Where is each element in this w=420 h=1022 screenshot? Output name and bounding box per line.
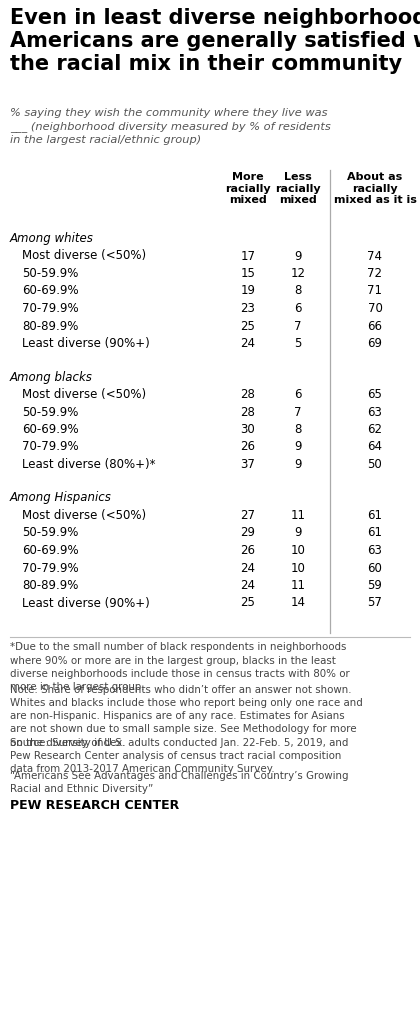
Text: 37: 37	[241, 458, 255, 471]
Text: 61: 61	[368, 526, 383, 540]
Text: 7: 7	[294, 406, 302, 418]
Text: 24: 24	[241, 561, 255, 574]
Text: 23: 23	[241, 301, 255, 315]
Text: 19: 19	[241, 284, 255, 297]
Text: About as
racially
mixed as it is: About as racially mixed as it is	[333, 172, 417, 205]
Text: 15: 15	[241, 267, 255, 280]
Text: 64: 64	[368, 440, 383, 454]
Text: 60-69.9%: 60-69.9%	[22, 544, 79, 557]
Text: 71: 71	[368, 284, 383, 297]
Text: 60: 60	[368, 561, 383, 574]
Text: 9: 9	[294, 526, 302, 540]
Text: 59: 59	[368, 579, 383, 592]
Text: 80-89.9%: 80-89.9%	[22, 320, 79, 332]
Text: 7: 7	[294, 320, 302, 332]
Text: 80-89.9%: 80-89.9%	[22, 579, 79, 592]
Text: 26: 26	[241, 440, 255, 454]
Text: Source: Survey of U.S. adults conducted Jan. 22-Feb. 5, 2019, and
Pew Research C: Source: Survey of U.S. adults conducted …	[10, 739, 348, 775]
Text: Among blacks: Among blacks	[10, 371, 93, 383]
Text: 60-69.9%: 60-69.9%	[22, 284, 79, 297]
Text: Note: Share of respondents who didn’t offer an answer not shown.
Whites and blac: Note: Share of respondents who didn’t of…	[10, 686, 363, 747]
Text: 14: 14	[291, 597, 305, 609]
Text: 26: 26	[241, 544, 255, 557]
Text: Most diverse (<50%): Most diverse (<50%)	[22, 388, 146, 401]
Text: 5: 5	[294, 337, 302, 350]
Text: 17: 17	[241, 249, 255, 263]
Text: 57: 57	[368, 597, 383, 609]
Text: 25: 25	[241, 320, 255, 332]
Text: Even in least diverse neighborhoods,
Americans are generally satisfied with
the : Even in least diverse neighborhoods, Ame…	[10, 8, 420, 75]
Text: Least diverse (90%+): Least diverse (90%+)	[22, 337, 150, 350]
Text: 50-59.9%: 50-59.9%	[22, 406, 79, 418]
Text: 61: 61	[368, 509, 383, 522]
Text: 9: 9	[294, 249, 302, 263]
Text: 10: 10	[291, 544, 305, 557]
Text: 9: 9	[294, 440, 302, 454]
Text: 8: 8	[294, 284, 302, 297]
Text: 63: 63	[368, 406, 383, 418]
Text: 60-69.9%: 60-69.9%	[22, 423, 79, 436]
Text: 12: 12	[291, 267, 305, 280]
Text: Least diverse (80%+)*: Least diverse (80%+)*	[22, 458, 155, 471]
Text: 72: 72	[368, 267, 383, 280]
Text: 24: 24	[241, 579, 255, 592]
Text: PEW RESEARCH CENTER: PEW RESEARCH CENTER	[10, 799, 179, 812]
Text: 25: 25	[241, 597, 255, 609]
Text: 6: 6	[294, 388, 302, 401]
Text: 11: 11	[291, 579, 305, 592]
Text: Most diverse (<50%): Most diverse (<50%)	[22, 509, 146, 522]
Text: 24: 24	[241, 337, 255, 350]
Text: Among whites: Among whites	[10, 232, 94, 245]
Text: 10: 10	[291, 561, 305, 574]
Text: 50: 50	[368, 458, 382, 471]
Text: 70: 70	[368, 301, 383, 315]
Text: 8: 8	[294, 423, 302, 436]
Text: 9: 9	[294, 458, 302, 471]
Text: 65: 65	[368, 388, 383, 401]
Text: 70-79.9%: 70-79.9%	[22, 561, 79, 574]
Text: 28: 28	[241, 388, 255, 401]
Text: 74: 74	[368, 249, 383, 263]
Text: 66: 66	[368, 320, 383, 332]
Text: 62: 62	[368, 423, 383, 436]
Text: Least diverse (90%+): Least diverse (90%+)	[22, 597, 150, 609]
Text: 50-59.9%: 50-59.9%	[22, 267, 79, 280]
Text: 6: 6	[294, 301, 302, 315]
Text: 27: 27	[241, 509, 255, 522]
Text: Less
racially
mixed: Less racially mixed	[275, 172, 321, 205]
Text: 63: 63	[368, 544, 383, 557]
Text: 70-79.9%: 70-79.9%	[22, 440, 79, 454]
Text: % saying they wish the community where they live was
___ (neighborhood diversity: % saying they wish the community where t…	[10, 108, 331, 144]
Text: 30: 30	[241, 423, 255, 436]
Text: 69: 69	[368, 337, 383, 350]
Text: 11: 11	[291, 509, 305, 522]
Text: More
racially
mixed: More racially mixed	[225, 172, 271, 205]
Text: 29: 29	[241, 526, 255, 540]
Text: Most diverse (<50%): Most diverse (<50%)	[22, 249, 146, 263]
Text: “Americans See Advantages and Challenges in Country’s Growing
Racial and Ethnic : “Americans See Advantages and Challenges…	[10, 771, 349, 794]
Text: 50-59.9%: 50-59.9%	[22, 526, 79, 540]
Text: 28: 28	[241, 406, 255, 418]
Text: 70-79.9%: 70-79.9%	[22, 301, 79, 315]
Text: Among Hispanics: Among Hispanics	[10, 492, 112, 505]
Text: *Due to the small number of black respondents in neighborhoods
where 90% or more: *Due to the small number of black respon…	[10, 643, 350, 692]
